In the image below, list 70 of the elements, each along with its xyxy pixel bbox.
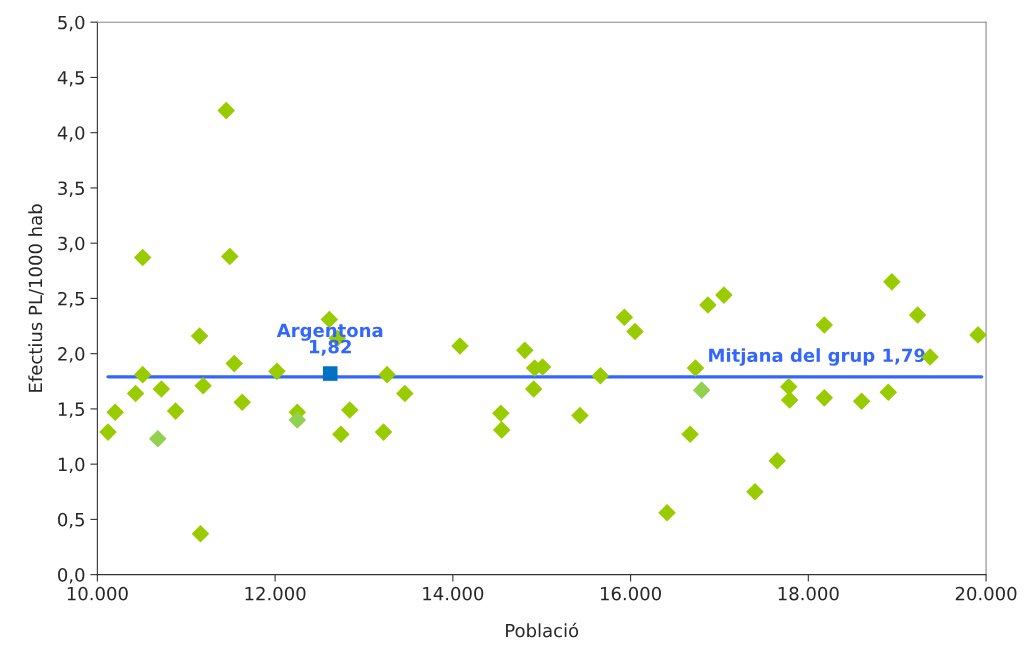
- point: [374, 423, 393, 441]
- y-tick-label: 3,5: [58, 181, 84, 197]
- x-tick-label: 16.000: [600, 586, 661, 601]
- y-tick-label: 4,0: [57, 126, 85, 142]
- x-tick-label: 12.000: [245, 586, 306, 601]
- point: [396, 384, 414, 403]
- point: [626, 322, 644, 341]
- point: [969, 326, 987, 344]
- x-tick-label: 14.000: [423, 586, 484, 601]
- point: [133, 365, 152, 384]
- point: [492, 404, 510, 423]
- point: [106, 403, 124, 422]
- point: [217, 101, 236, 120]
- point: [686, 359, 705, 377]
- point: [852, 392, 871, 410]
- point: [233, 393, 252, 412]
- point: [699, 296, 717, 314]
- point: [815, 389, 834, 407]
- point: [152, 380, 171, 398]
- y-axis-title: Efectius PL/1000 hab: [28, 204, 44, 392]
- point: [133, 248, 152, 267]
- point: [149, 429, 167, 448]
- point: [615, 308, 634, 326]
- point: [571, 406, 589, 425]
- point: [340, 401, 359, 419]
- point: [194, 376, 212, 395]
- point: [332, 425, 350, 444]
- point: [908, 306, 927, 324]
- point: [268, 362, 286, 381]
- point: [191, 524, 210, 543]
- y-tick-label: 2,0: [58, 347, 85, 363]
- point: [378, 365, 396, 384]
- ref-line-label: Mitjana del grup 1,79: [709, 348, 925, 366]
- point: [681, 425, 699, 444]
- x-tick-label: 10.000: [67, 586, 128, 601]
- point: [883, 273, 901, 291]
- y-tick-label: 3,0: [58, 236, 85, 253]
- point: [779, 378, 798, 396]
- point: [190, 327, 209, 345]
- point: [879, 383, 898, 402]
- point: [692, 381, 711, 399]
- point: [451, 337, 469, 355]
- point: [288, 411, 307, 429]
- x-axis-title: Població: [506, 622, 579, 638]
- point: [815, 316, 834, 334]
- point: [492, 421, 511, 439]
- point: [126, 384, 145, 403]
- point: [715, 286, 733, 304]
- y-tick-label: 0,5: [58, 512, 84, 529]
- y-tick-label: 2,5: [58, 291, 84, 308]
- y-tick-label: 4,5: [57, 71, 84, 87]
- annotation: Argentona 1,82: [276, 323, 383, 356]
- y-tick-label: 5,0: [58, 15, 85, 32]
- point: [746, 482, 764, 501]
- point: [221, 247, 239, 266]
- y-tick-label: 0,0: [58, 568, 85, 584]
- point: [768, 452, 786, 470]
- point: [780, 391, 799, 409]
- point: [166, 402, 185, 420]
- point: [322, 366, 338, 381]
- point: [658, 503, 676, 522]
- point: [225, 354, 244, 373]
- point: [591, 366, 610, 385]
- y-tick-label: 1,5: [58, 402, 84, 418]
- point: [99, 423, 117, 441]
- x-tick-label: 20.000: [955, 586, 1017, 601]
- point: [516, 341, 534, 360]
- point: [524, 380, 543, 398]
- x-tick-label: 18.000: [778, 586, 839, 601]
- y-tick-label: 1,0: [58, 457, 85, 474]
